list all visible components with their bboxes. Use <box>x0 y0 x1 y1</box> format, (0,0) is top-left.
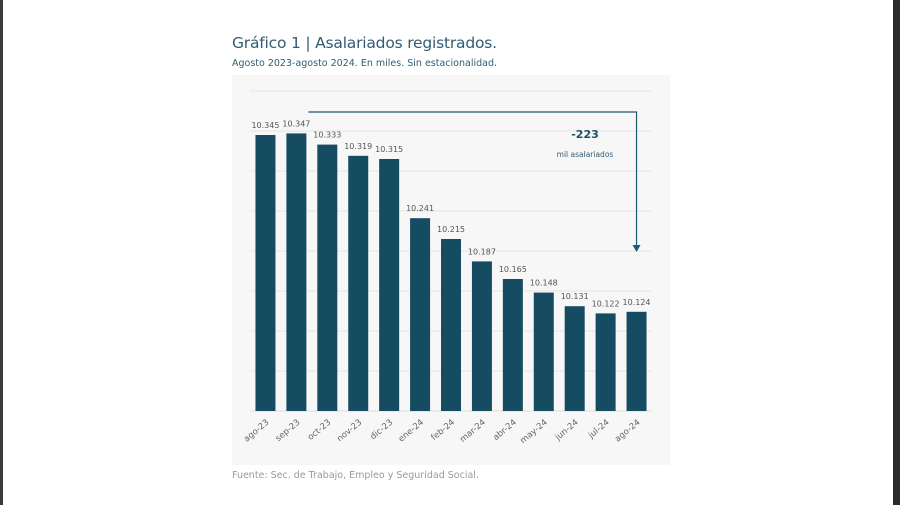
x-tick-label: ene-24 <box>397 418 426 445</box>
bar-may-24 <box>533 292 554 411</box>
data-label: 10.148 <box>530 279 558 288</box>
bar-chart: 10.345 ago-23 10.347 sep-23 10.333 oct-23 10.3… <box>242 90 652 446</box>
bar-jun-24 <box>564 306 585 411</box>
viewer-frame-left <box>0 0 3 505</box>
data-label: 10.124 <box>623 298 651 307</box>
data-label: 10.215 <box>437 225 465 234</box>
x-tick-label: oct-23 <box>306 418 333 443</box>
bar-dic-23 <box>379 159 400 411</box>
bar-feb-24 <box>441 239 461 411</box>
x-tick-label: feb-24 <box>429 418 457 443</box>
data-label: 10.165 <box>499 265 527 274</box>
data-label: 10.122 <box>592 299 620 308</box>
x-tick-label: mar-24 <box>458 418 488 445</box>
data-label: 10.319 <box>344 142 372 151</box>
x-tick-label: nov-23 <box>335 418 364 444</box>
x-tick-label: ago-23 <box>242 418 271 445</box>
bar-sep-23 <box>286 133 307 411</box>
annotation-arrow-line <box>308 111 638 251</box>
viewer-frame-right <box>893 0 900 505</box>
bar-ene-24 <box>410 218 431 411</box>
x-tick-label: ago-24 <box>613 418 642 445</box>
bar-mar-24 <box>471 261 492 411</box>
x-tick-label: may-24 <box>519 418 550 446</box>
data-label: 10.241 <box>406 204 434 213</box>
bar-oct-23 <box>317 144 338 411</box>
data-label: 10.315 <box>375 145 403 154</box>
bar-nov-23 <box>348 155 369 411</box>
bar-ago-24 <box>626 311 647 411</box>
data-label: 10.131 <box>561 292 589 301</box>
x-tick-label: dic-23 <box>368 418 395 443</box>
data-label: 10.333 <box>313 131 341 140</box>
x-tick-label: sep-23 <box>274 418 303 444</box>
chart-subtitle: Agosto 2023-agosto 2024. En miles. Sin e… <box>232 58 497 69</box>
chart-source: Fuente: Sec. de Trabajo, Empleo y Seguri… <box>232 470 479 481</box>
chart-title: Gráfico 1 | Asalariados registrados. <box>232 34 497 52</box>
bar-jul-24 <box>595 313 616 411</box>
data-label: 10.187 <box>468 247 496 256</box>
bar-ago-23 <box>255 135 276 411</box>
chart-panel: 10.345 ago-23 10.347 sep-23 10.333 oct-23 10.3… <box>232 75 670 465</box>
arrow-head-icon <box>632 245 641 252</box>
x-tick-label: abr-24 <box>491 418 518 443</box>
annotation-value: -223 <box>571 128 599 141</box>
bar-abr-24 <box>502 279 523 411</box>
data-label: 10.347 <box>282 119 310 128</box>
annotation-text: mil asalariados <box>557 150 614 159</box>
x-tick-label: jul-24 <box>586 418 612 442</box>
x-tick-label: jun-24 <box>553 418 581 444</box>
data-label: 10.345 <box>251 121 279 130</box>
